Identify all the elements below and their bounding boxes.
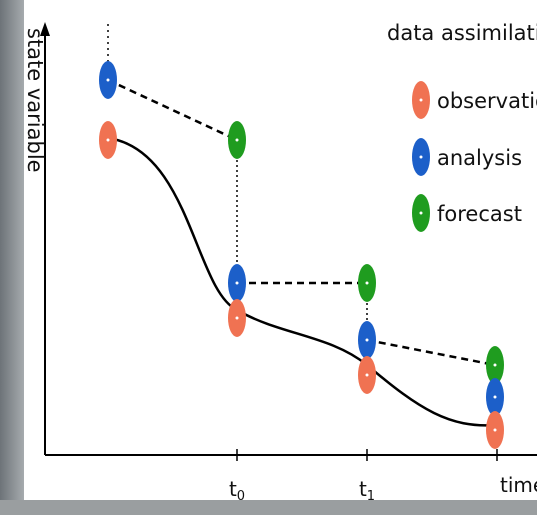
point-center [235, 281, 239, 285]
point-center [419, 211, 423, 215]
left-edge [0, 0, 24, 515]
point-center [365, 338, 369, 342]
point-center [493, 363, 497, 367]
legend-title: data assimilation [387, 21, 537, 45]
point-center [365, 281, 369, 285]
point-center [493, 395, 497, 399]
tick-label: t0 [229, 477, 245, 504]
point-center [106, 138, 110, 142]
point-center [493, 428, 497, 432]
point-center [419, 155, 423, 159]
true-curve [107, 136, 496, 427]
bottom-edge [0, 500, 537, 515]
legend-label: forecast [437, 202, 522, 226]
y-axis-label: state variable [23, 28, 47, 173]
point-center [235, 138, 239, 142]
point-center [419, 98, 423, 102]
x-axis-label: time [500, 473, 537, 497]
point-center [106, 78, 110, 82]
legend-label: analysis [437, 146, 522, 170]
tick-label: t1 [359, 477, 375, 504]
y-arrow [40, 22, 50, 36]
point-center [235, 316, 239, 320]
legend-label: observation [437, 89, 537, 113]
connectors [107, 20, 496, 367]
point-center [365, 373, 369, 377]
points [99, 61, 504, 449]
